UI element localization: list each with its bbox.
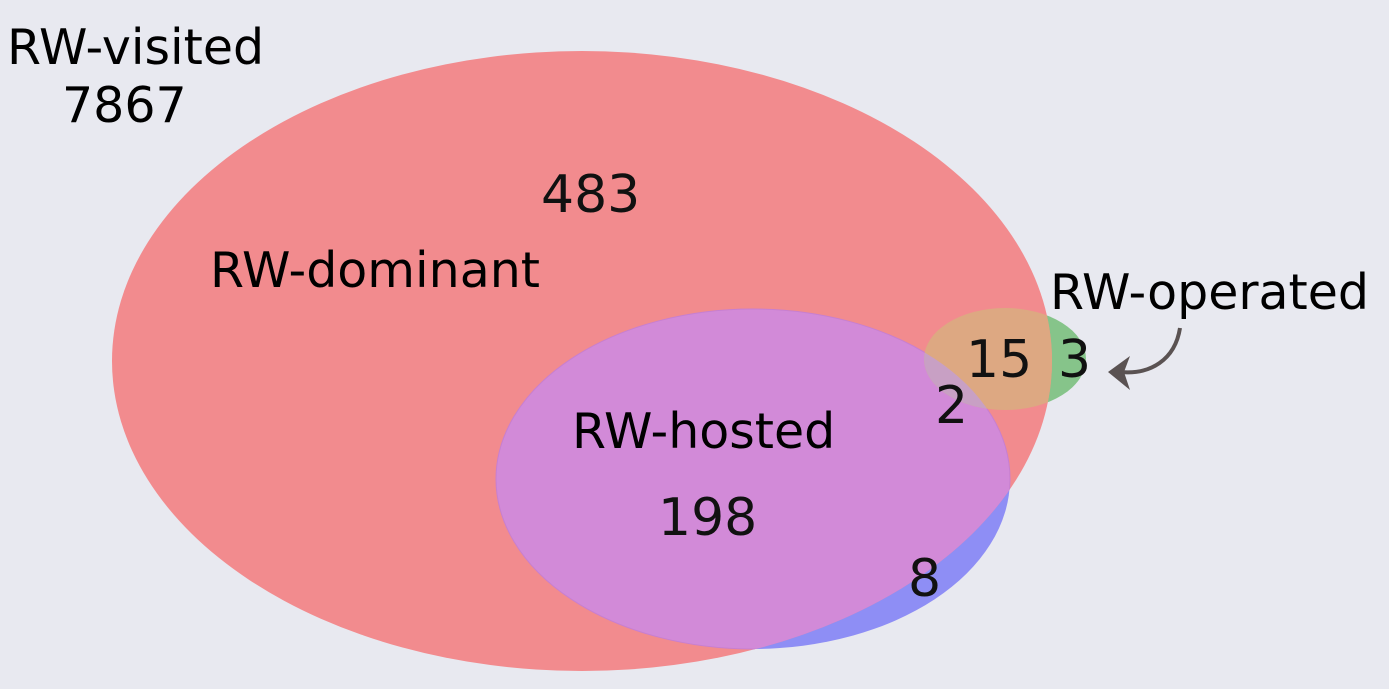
dominant-label: RW-dominant — [210, 242, 540, 299]
region-count-dominant-only: 483 — [541, 165, 640, 225]
operated-arrow-head — [1108, 356, 1130, 390]
region-count-dominant-hosted: 198 — [658, 488, 757, 548]
region-count-dominant-operated: 15 — [966, 330, 1032, 390]
hosted-label: RW-hosted — [572, 403, 835, 460]
region-count-triple: 2 — [935, 376, 968, 436]
dominant-hosted-overlap — [495, 308, 1011, 650]
outer-set-label: RW-visited — [7, 19, 264, 76]
operated-arrow — [1119, 327, 1182, 375]
region-count-hosted-only: 8 — [908, 549, 941, 609]
region-count-operated-only: 3 — [1058, 330, 1091, 390]
outer-set-count: 7867 — [62, 77, 187, 134]
operated-label: RW-operated — [1050, 264, 1369, 321]
